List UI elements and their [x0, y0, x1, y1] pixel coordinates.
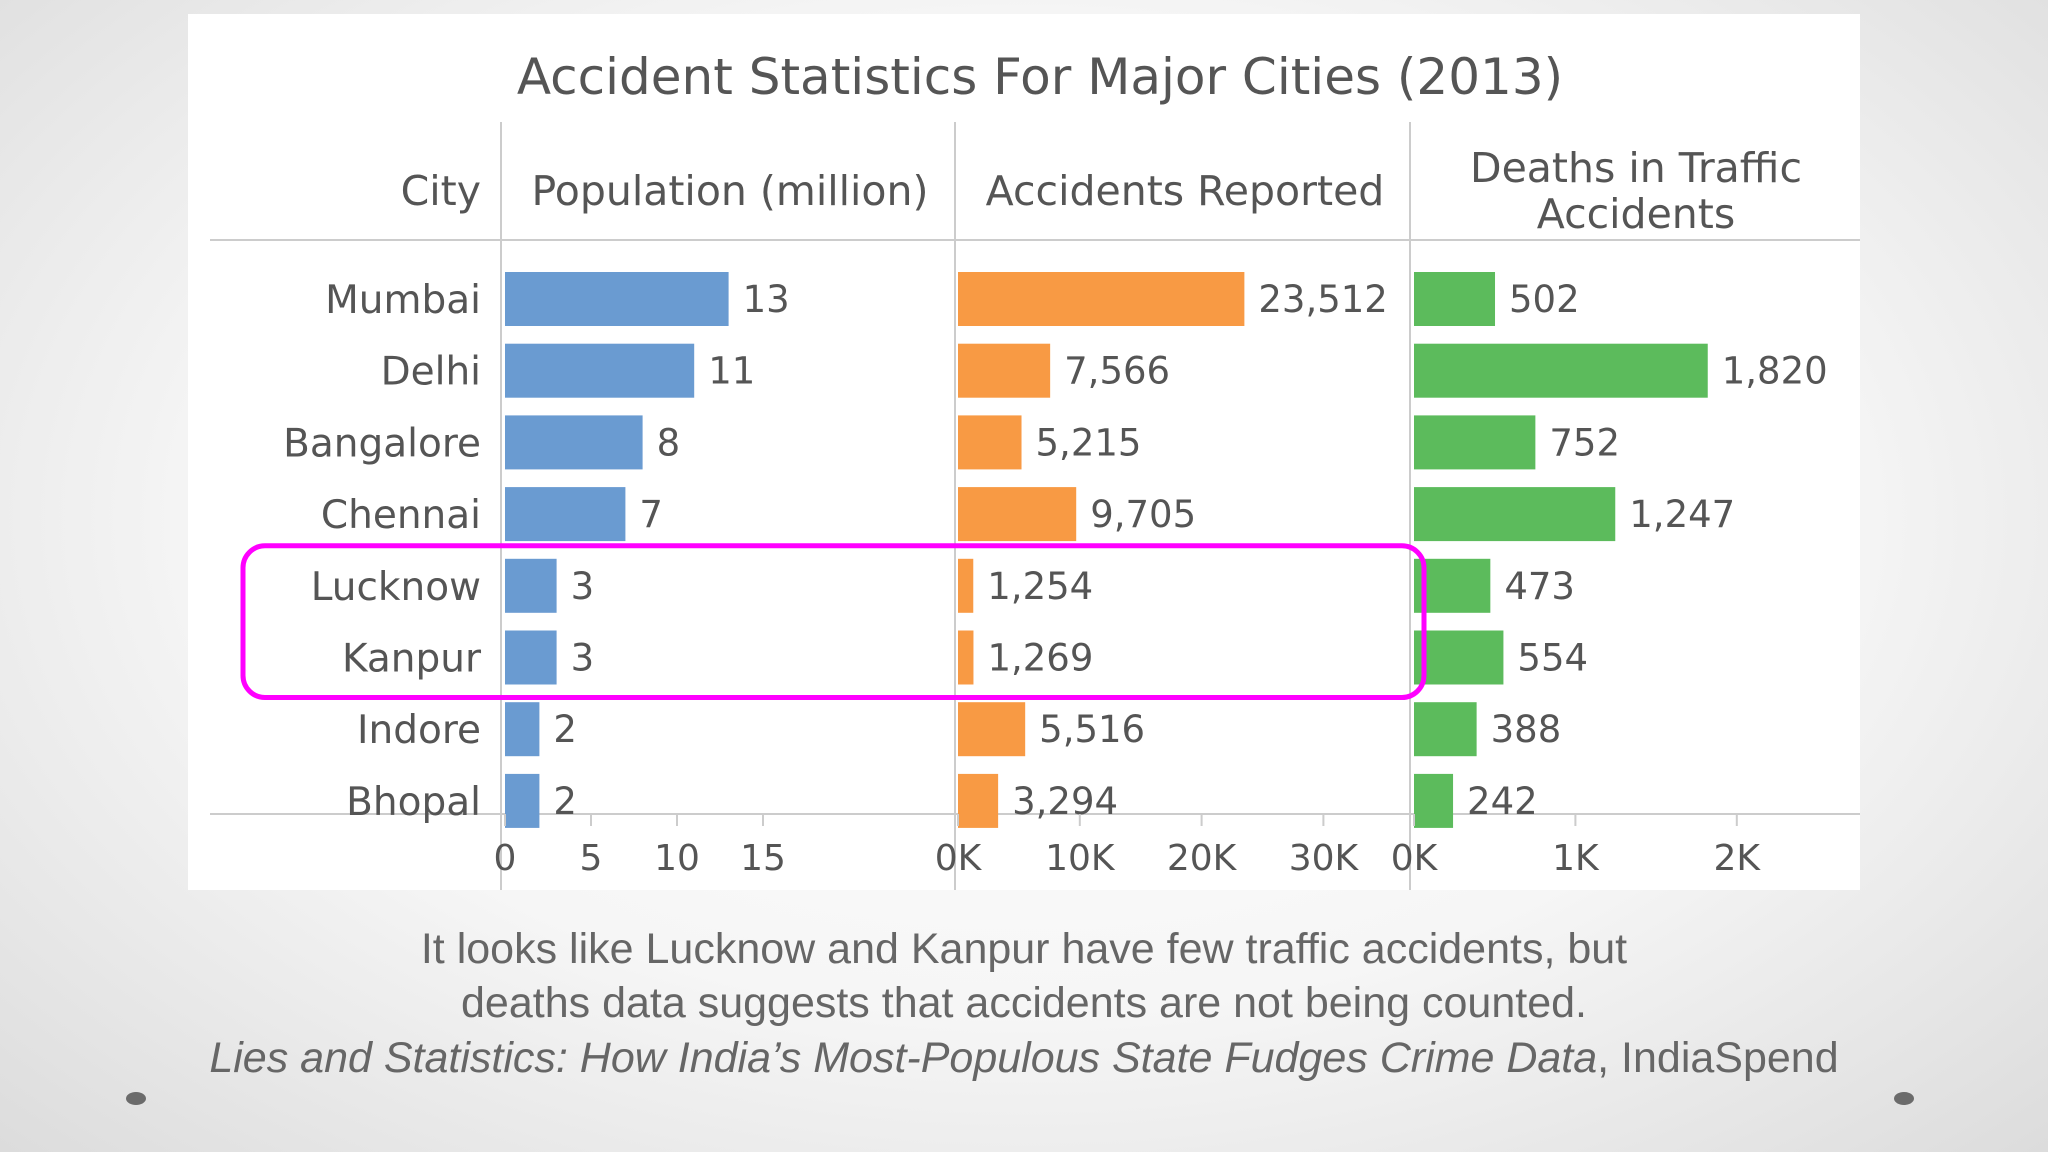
chart-title: Accident Statistics For Major Cities (20…: [517, 48, 1563, 106]
value-label-population-million-kanpur: 3: [571, 637, 595, 680]
bar-population-million-kanpur: [505, 630, 557, 685]
value-label-population-million-indore: 2: [553, 708, 577, 751]
bar-accidents-reported-kanpur: [958, 630, 974, 685]
bar-population-million-chennai: [505, 487, 626, 542]
tick-label-deaths-in-traffic-accidents-2: 2K: [1714, 838, 1762, 879]
source-title: Lies and Statistics: How India’s Most-Po…: [209, 1034, 1598, 1082]
tick-label-population-million-3: 15: [740, 838, 786, 879]
value-label-deaths-in-traffic-accidents-mumbai: 502: [1509, 278, 1580, 321]
chart-panel: Accident Statistics For Major Cities (20…: [188, 14, 1860, 890]
column-header-accidents-reported: Accidents Reported: [986, 167, 1385, 215]
bar-deaths-in-traffic-accidents-bangalore: [1414, 415, 1536, 470]
bar-accidents-reported-mumbai: [958, 272, 1245, 326]
tick-label-population-million-0: 0: [494, 838, 517, 879]
value-label-population-million-bangalore: 8: [657, 421, 681, 464]
caption-line-2: deaths data suggests that accidents are …: [461, 979, 1587, 1027]
accident-statistics-chart: Accident Statistics For Major Cities (20…: [210, 48, 1860, 890]
bar-deaths-in-traffic-accidents-bhopal: [1414, 773, 1454, 828]
value-label-population-million-chennai: 7: [639, 493, 663, 536]
bar-deaths-in-traffic-accidents-chennai: [1414, 487, 1616, 542]
value-label-deaths-in-traffic-accidents-bhopal: 242: [1467, 780, 1538, 823]
city-label-kanpur: Kanpur: [342, 637, 482, 682]
city-label-bangalore: Bangalore: [283, 421, 481, 466]
tick-label-accidents-reported-1: 10K: [1045, 838, 1116, 879]
value-label-population-million-delhi: 11: [708, 350, 755, 393]
value-label-deaths-in-traffic-accidents-lucknow: 473: [1504, 565, 1575, 608]
value-label-accidents-reported-indore: 5,516: [1039, 708, 1145, 751]
tick-label-accidents-reported-3: 30K: [1289, 838, 1360, 879]
value-label-accidents-reported-chennai: 9,705: [1090, 493, 1196, 536]
bar-accidents-reported-bangalore: [958, 415, 1022, 470]
bar-deaths-in-traffic-accidents-lucknow: [1414, 558, 1491, 613]
value-label-deaths-in-traffic-accidents-kanpur: 554: [1517, 637, 1588, 680]
value-label-accidents-reported-mumbai: 23,512: [1258, 278, 1387, 321]
city-label-delhi: Delhi: [381, 350, 481, 395]
bar-accidents-reported-chennai: [958, 487, 1077, 542]
tick-label-deaths-in-traffic-accidents-0: 0K: [1391, 838, 1439, 879]
city-label-lucknow: Lucknow: [311, 565, 481, 610]
bar-population-million-lucknow: [505, 558, 557, 613]
value-label-accidents-reported-bhopal: 3,294: [1012, 780, 1118, 823]
bar-population-million-bhopal: [505, 773, 540, 828]
bar-deaths-in-traffic-accidents-indore: [1414, 702, 1477, 757]
slide-dot-left: [126, 1092, 146, 1105]
value-label-accidents-reported-kanpur: 1,269: [987, 637, 1093, 680]
row-header-city: City: [401, 167, 481, 215]
value-label-population-million-mumbai: 13: [743, 278, 790, 321]
bar-population-million-bangalore: [505, 415, 643, 470]
bar-deaths-in-traffic-accidents-delhi: [1414, 343, 1708, 398]
tick-label-deaths-in-traffic-accidents-1: 1K: [1552, 838, 1600, 879]
caption-line-1: It looks like Lucknow and Kanpur have fe…: [420, 925, 1628, 973]
value-label-deaths-in-traffic-accidents-indore: 388: [1491, 708, 1562, 751]
bar-population-million-delhi: [505, 343, 695, 398]
city-label-mumbai: Mumbai: [325, 278, 481, 323]
city-label-indore: Indore: [357, 708, 481, 753]
bar-deaths-in-traffic-accidents-mumbai: [1414, 272, 1496, 326]
bar-accidents-reported-bhopal: [958, 773, 999, 828]
tick-label-population-million-1: 5: [580, 838, 603, 879]
tick-label-population-million-2: 10: [654, 838, 700, 879]
city-label-chennai: Chennai: [321, 493, 481, 538]
value-label-accidents-reported-lucknow: 1,254: [987, 565, 1093, 608]
highlight-box-lucknow-kanpur: [240, 543, 1427, 700]
value-label-deaths-in-traffic-accidents-delhi: 1,820: [1722, 350, 1828, 393]
slide-dot-right: [1894, 1092, 1914, 1105]
bar-deaths-in-traffic-accidents-kanpur: [1414, 630, 1504, 685]
bar-population-million-mumbai: [505, 272, 729, 326]
value-label-population-million-bhopal: 2: [553, 780, 577, 823]
value-label-deaths-in-traffic-accidents-chennai: 1,247: [1629, 493, 1735, 536]
value-label-accidents-reported-bangalore: 5,215: [1036, 421, 1142, 464]
column-header-population-million: Population (million): [531, 167, 928, 215]
tick-label-accidents-reported-2: 20K: [1167, 838, 1238, 879]
bar-population-million-indore: [505, 702, 540, 757]
value-label-accidents-reported-delhi: 7,566: [1064, 350, 1170, 393]
tick-label-accidents-reported-0: 0K: [935, 838, 983, 879]
bar-accidents-reported-lucknow: [958, 558, 974, 613]
value-label-population-million-lucknow: 3: [571, 565, 595, 608]
caption-source: Lies and Statistics: How India’s Most-Po…: [0, 1031, 2048, 1085]
city-label-bhopal: Bhopal: [346, 780, 481, 825]
bar-accidents-reported-delhi: [958, 343, 1051, 398]
source-publisher: , IndiaSpend: [1597, 1034, 1839, 1082]
bar-accidents-reported-indore: [958, 702, 1026, 757]
value-label-deaths-in-traffic-accidents-bangalore: 752: [1549, 421, 1620, 464]
column-header-deaths-in-traffic-accidents: Deaths in Traffic Accidents: [1470, 144, 1802, 238]
